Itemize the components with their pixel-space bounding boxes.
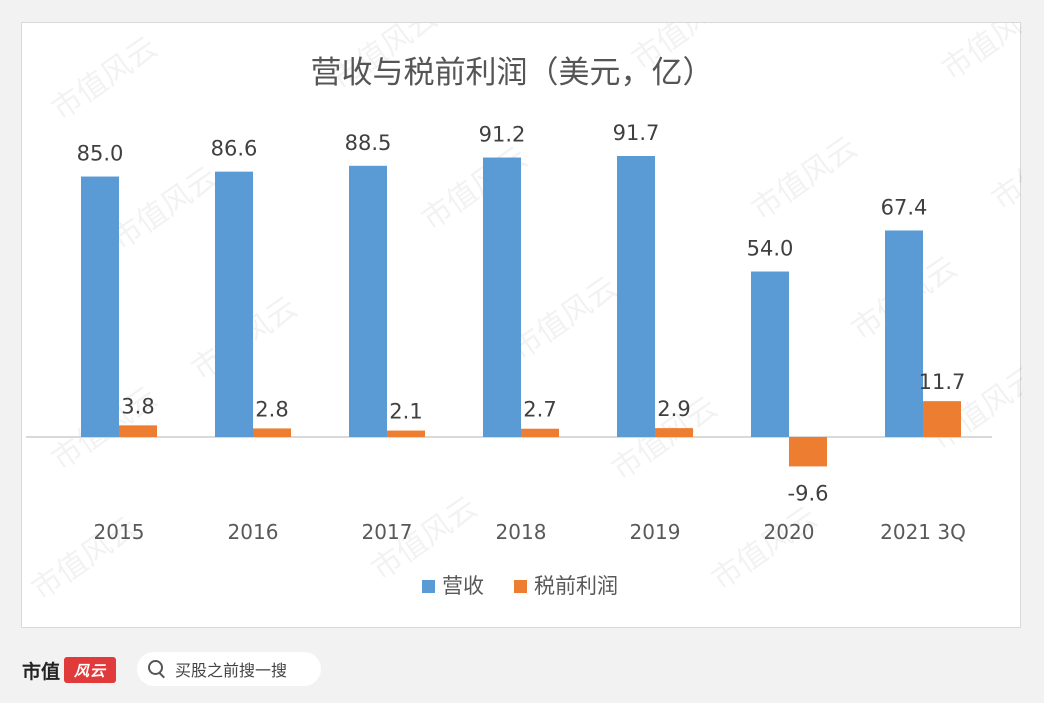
watermark: 市值风云 [986, 120, 1022, 217]
brand-name: 市值 [22, 660, 61, 683]
x-tick-label: 2021 3Q [880, 520, 966, 544]
watermark: 市值风云 [46, 30, 164, 127]
x-tick-label: 2015 [94, 520, 145, 544]
data-label-revenue: 67.4 [881, 195, 928, 219]
legend-swatch-profit [514, 580, 527, 593]
bar-revenue [617, 156, 655, 437]
data-label-profit: 2.1 [389, 400, 422, 424]
x-tick-label: 2018 [496, 520, 547, 544]
bar-revenue [885, 230, 923, 437]
brand-logo: 市值 风云 [22, 656, 117, 684]
watermark: 市值风云 [506, 270, 624, 367]
data-label-revenue: 54.0 [747, 237, 794, 261]
search-icon [147, 659, 167, 679]
chart-card: 市值风云 市值风云 市值风云 市值风云 市值风云 市值风云 市值风云 市值风云 市值风云 市值风云… [21, 22, 1022, 628]
data-label-profit: 2.7 [523, 398, 556, 422]
chart-title: 营收与税前利润（美元，亿） [311, 55, 714, 91]
bar-profit [253, 428, 291, 437]
bar-revenue [483, 157, 521, 437]
data-label-revenue: 86.6 [211, 137, 258, 161]
legend-label-revenue: 营收 [442, 574, 484, 598]
bar-revenue [349, 165, 387, 437]
data-label-revenue: 85.0 [77, 142, 124, 166]
legend-label-profit: 税前利润 [534, 574, 618, 598]
bar-profit [789, 437, 827, 467]
x-tick-label: 2016 [228, 520, 279, 544]
data-label-revenue: 88.5 [345, 131, 392, 155]
data-label-revenue: 91.2 [479, 123, 526, 147]
legend-swatch-revenue [422, 580, 435, 593]
bar-revenue [215, 171, 253, 438]
search-placeholder: 买股之前搜一搜 [175, 661, 288, 680]
data-label-revenue: 91.7 [613, 121, 660, 145]
data-label-profit: 11.7 [919, 370, 966, 394]
data-label-profit: 3.8 [121, 394, 154, 418]
x-tick-label: 2020 [764, 520, 815, 544]
footer: 市值 风云 买股之前搜一搜 [0, 628, 1044, 703]
bar-profit [655, 428, 693, 437]
data-label-profit: 2.8 [255, 397, 288, 421]
data-label-profit: 2.9 [657, 397, 690, 421]
bar-profit [119, 425, 157, 437]
watermark: 市值风云 [706, 500, 824, 597]
bar-revenue [751, 271, 789, 437]
watermark: 市值风云 [746, 130, 864, 227]
bar-profit [387, 430, 425, 437]
bar-profit [521, 428, 559, 437]
search-box[interactable]: 买股之前搜一搜 [137, 652, 321, 686]
x-tick-label: 2017 [362, 520, 413, 544]
x-tick-label: 2019 [630, 520, 681, 544]
bar-revenue [81, 176, 119, 438]
data-label-profit: -9.6 [788, 481, 829, 505]
brand-seal: 风云 [64, 657, 117, 683]
watermark: 市值风云 [936, 23, 1022, 88]
watermark: 市值风云 [106, 160, 224, 257]
bar-profit [923, 401, 961, 437]
